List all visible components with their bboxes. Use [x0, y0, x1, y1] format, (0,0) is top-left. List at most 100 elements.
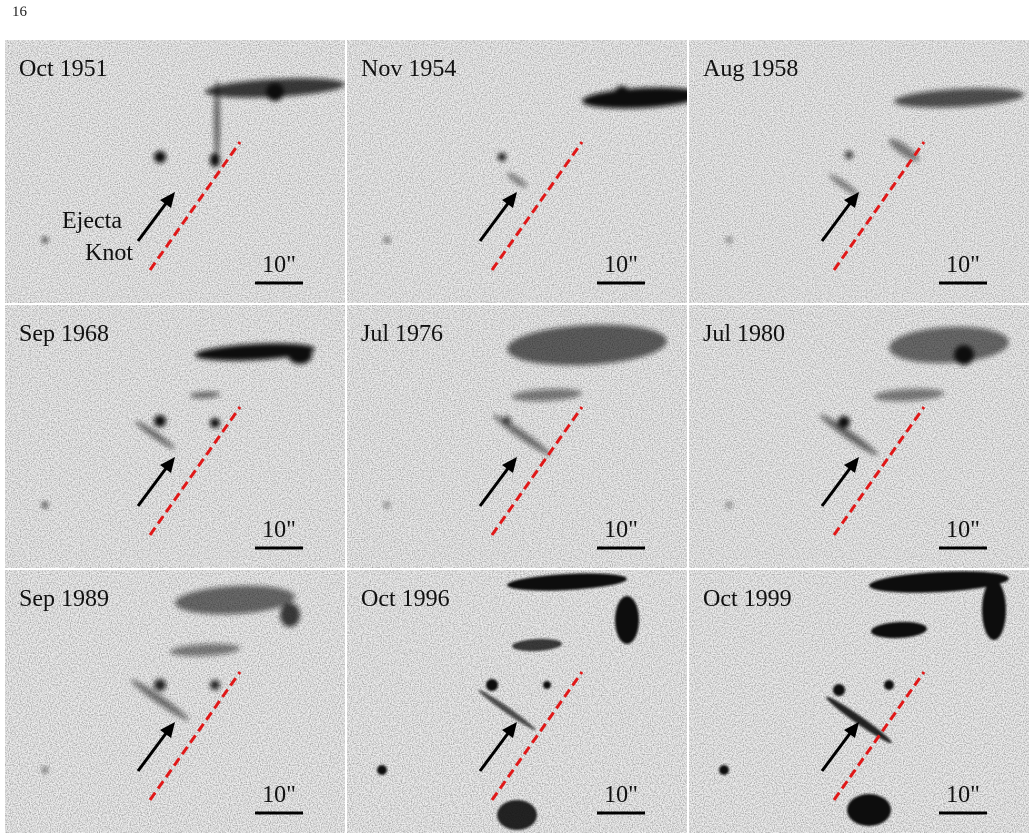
- feature: [871, 621, 927, 639]
- arrow-head: [844, 722, 859, 738]
- figure-grid: Oct 1951 10" Ejecta Knot Nov 1954 10" Aug 1958…: [5, 40, 1031, 833]
- feature: [869, 571, 1009, 593]
- scale-label: 10": [946, 782, 980, 808]
- reference-line: [490, 671, 584, 801]
- feature: [820, 414, 878, 456]
- feature: [894, 88, 1024, 108]
- arrow-head: [844, 192, 859, 208]
- scale-label: 10": [604, 252, 638, 278]
- page-number: 16: [12, 4, 27, 20]
- feature: [888, 138, 920, 162]
- reference-line: [490, 141, 584, 271]
- feature: [889, 326, 1009, 364]
- reference-line: [832, 141, 926, 271]
- image-panel: Oct 1996 10": [347, 570, 687, 833]
- date-label: Oct 1999: [703, 586, 792, 612]
- feature: [190, 391, 220, 399]
- feature: [726, 502, 732, 508]
- scale-label: 10": [946, 517, 980, 543]
- reference-line: [832, 406, 926, 536]
- arrow-shaft: [820, 466, 853, 507]
- image-noise: [689, 40, 1029, 303]
- arrow-head: [844, 457, 859, 473]
- features: [377, 573, 639, 830]
- arrow-shaft: [478, 466, 511, 507]
- image-panel: Oct 1951 10" Ejecta Knot: [5, 40, 345, 303]
- feature: [154, 151, 166, 163]
- feature: [195, 343, 315, 361]
- feature: [982, 580, 1006, 640]
- arrow-head: [502, 457, 517, 473]
- feature: [486, 679, 498, 691]
- feature: [845, 151, 853, 159]
- arrow-shaft: [478, 731, 511, 772]
- features: [726, 88, 1024, 243]
- feature: [719, 765, 729, 775]
- reference-line: [832, 671, 926, 801]
- arrow-head: [160, 457, 175, 473]
- feature: [503, 416, 511, 424]
- features: [42, 585, 300, 773]
- features: [384, 86, 687, 243]
- date-label: Nov 1954: [361, 56, 456, 82]
- arrow-head: [160, 192, 175, 208]
- date-label: Jul 1980: [703, 321, 785, 347]
- feature: [131, 679, 189, 721]
- feature: [493, 414, 551, 456]
- arrow-shaft: [478, 201, 511, 242]
- scale-label: 10": [604, 782, 638, 808]
- date-label: Oct 1951: [19, 56, 108, 82]
- scale-label: 10": [262, 517, 296, 543]
- feature: [614, 86, 630, 102]
- feature: [507, 324, 667, 366]
- feature: [154, 679, 166, 691]
- reference-line: [148, 671, 242, 801]
- date-label: Sep 1989: [19, 586, 109, 612]
- scale-label: 10": [604, 517, 638, 543]
- feature: [512, 388, 582, 402]
- feature: [214, 80, 220, 160]
- arrow-shaft: [136, 201, 169, 242]
- date-label: Aug 1958: [703, 56, 798, 82]
- feature: [210, 418, 220, 428]
- feature: [42, 767, 48, 773]
- feature: [726, 237, 732, 243]
- feature: [135, 421, 175, 449]
- features: [42, 343, 315, 508]
- features: [726, 326, 1009, 508]
- feature: [833, 684, 845, 696]
- scale-label: 10": [262, 782, 296, 808]
- scale-label: 10": [946, 252, 980, 278]
- annotation: Ejecta: [62, 208, 122, 234]
- feature: [874, 388, 944, 402]
- arrow-head: [502, 192, 517, 208]
- image-panel: Sep 1989 10": [5, 570, 345, 833]
- features: [384, 324, 667, 508]
- arrow-shaft: [820, 731, 853, 772]
- reference-line: [148, 406, 242, 536]
- feature: [826, 696, 892, 744]
- scale-label: 10": [262, 252, 296, 278]
- features: [42, 78, 345, 243]
- feature: [210, 680, 220, 690]
- image-panel: Oct 1999 10": [689, 570, 1029, 833]
- arrow-shaft: [136, 466, 169, 507]
- feature: [280, 603, 300, 627]
- feature: [377, 765, 387, 775]
- image-panel: Aug 1958 10": [689, 40, 1029, 303]
- feature: [478, 689, 536, 731]
- arrow-shaft: [136, 731, 169, 772]
- feature: [170, 643, 240, 657]
- feature: [384, 237, 390, 243]
- feature: [384, 502, 390, 508]
- feature: [210, 153, 220, 167]
- feature: [954, 345, 974, 365]
- image-noise: [347, 40, 687, 303]
- feature: [288, 346, 312, 364]
- feature: [838, 416, 850, 428]
- feature: [543, 681, 551, 689]
- date-label: Oct 1996: [361, 586, 450, 612]
- feature: [884, 680, 894, 690]
- feature: [512, 638, 562, 652]
